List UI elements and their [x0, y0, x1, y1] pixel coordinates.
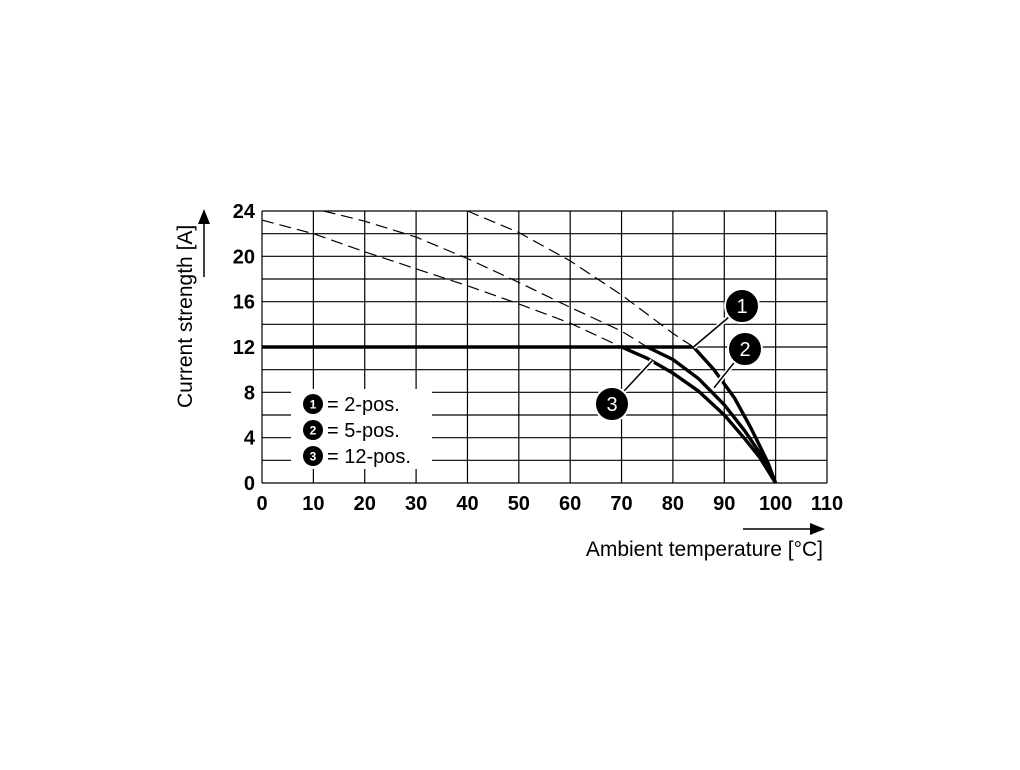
y-tick-label: 16	[233, 292, 255, 314]
x-tick-label: 20	[354, 493, 376, 515]
legend-badge-number: 2	[310, 424, 317, 438]
legend-label: = 2-pos.	[327, 394, 400, 416]
dashed-curves	[261, 210, 694, 348]
x-tick-label: 0	[256, 493, 267, 515]
x-tick-label: 40	[456, 493, 478, 515]
callout-badge-number: 2	[739, 339, 750, 361]
callout-badge-2	[727, 331, 763, 367]
y-tick-label: 20	[233, 246, 255, 268]
dashed-curve-2	[323, 210, 648, 348]
x-tick-label: 70	[610, 493, 632, 515]
y-tick-label: 0	[244, 473, 255, 495]
dashed-curve-3	[261, 219, 622, 348]
callouts: 1 2 3	[594, 288, 763, 422]
series-curve-2	[646, 345, 778, 484]
y-tick-label: 12	[233, 337, 255, 359]
y-tick-label: 8	[244, 382, 255, 404]
callout-badge-number: 1	[736, 296, 747, 318]
x-tick-label: 100	[759, 493, 792, 515]
x-axis-arrowhead	[810, 523, 825, 535]
callout-badge-number: 3	[606, 394, 617, 416]
callout-badge-1	[724, 288, 760, 324]
x-tick-label: 110	[811, 493, 843, 515]
x-axis-label: Ambient temperature [°C]	[586, 538, 823, 561]
legend-badge-2	[303, 420, 323, 440]
grid	[261, 210, 828, 484]
legend: 1 = 2-pos. 2 = 5-pos. 3 = 12-pos.	[291, 389, 432, 469]
legend-label: = 12-pos.	[327, 446, 411, 468]
legend-badge-3	[303, 446, 323, 466]
legend-badge-1	[303, 394, 323, 414]
callout-badge-3	[594, 386, 630, 422]
x-tick-label: 80	[662, 493, 684, 515]
y-axis-arrowhead	[198, 209, 210, 224]
x-tick-label: 10	[302, 493, 324, 515]
series-curve-1	[262, 345, 778, 484]
y-axis-label: Current strength [A]	[174, 225, 197, 408]
legend-badge-number: 3	[310, 450, 317, 464]
x-tick-label: 90	[713, 493, 735, 515]
legend-label: = 5-pos.	[327, 420, 400, 442]
y-tick-label: 24	[233, 201, 256, 223]
legend-badge-number: 1	[310, 398, 317, 412]
dashed-curve-1	[467, 210, 694, 348]
x-tick-label: 60	[559, 493, 581, 515]
y-tick-label: 4	[244, 428, 256, 450]
x-tick-label: 50	[508, 493, 530, 515]
x-tick-label: 30	[405, 493, 427, 515]
